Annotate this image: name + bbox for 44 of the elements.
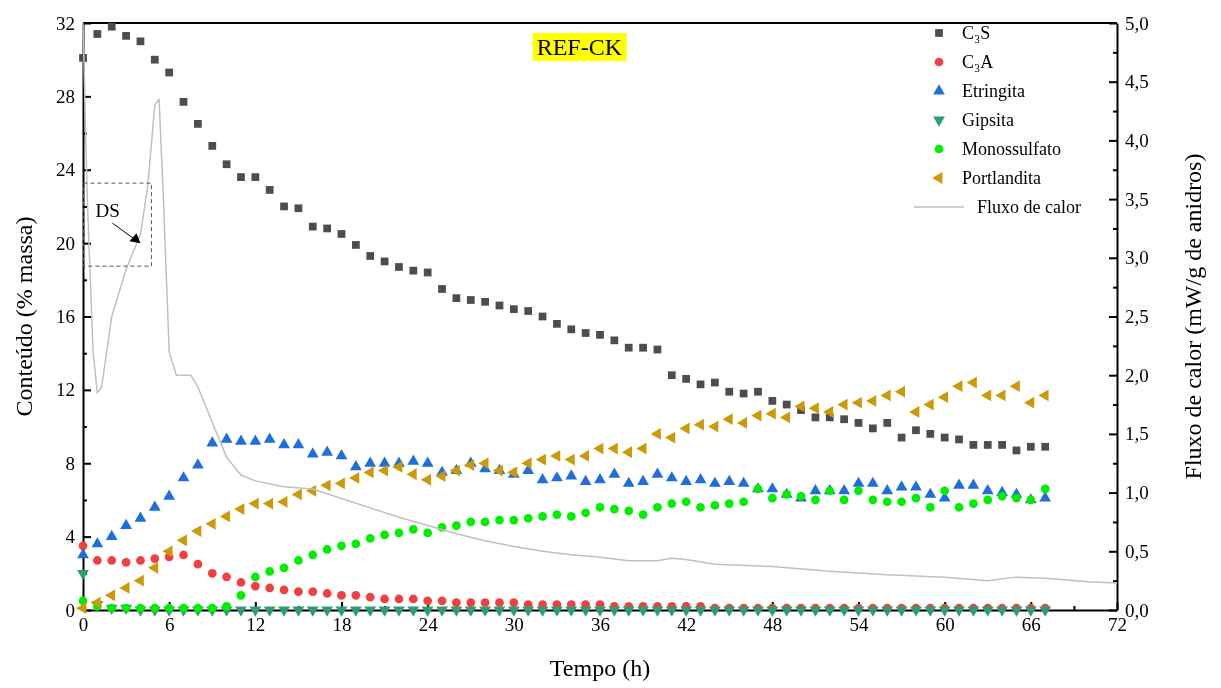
y-tick-label: 20	[56, 232, 75, 254]
legend-label: Gipsita	[962, 110, 1015, 130]
legend-label: C₃S	[962, 23, 991, 43]
x-tick-label: 36	[591, 614, 610, 636]
y-tick-label: 28	[56, 85, 75, 107]
x-tick-label: 72	[1108, 614, 1127, 636]
y-tick-label: 24	[56, 159, 76, 181]
legend-label: Fluxo de calor	[977, 197, 1081, 217]
y-tick-label: 8	[65, 452, 75, 474]
y-tick-label: 0	[65, 599, 75, 621]
y-axis-title: Conteúdo (% massa)	[11, 216, 37, 417]
x-tick-label: 60	[935, 614, 955, 636]
x-tick-label: 18	[332, 614, 352, 636]
y2-tick-label: 4,5	[1125, 71, 1149, 93]
y2-tick-label: 3,0	[1125, 247, 1149, 269]
y2-tick-label: 0,0	[1125, 599, 1149, 621]
y2-tick-label: 3,5	[1125, 188, 1149, 210]
y2-tick-label: 1,5	[1125, 423, 1149, 445]
x-axis-title: Tempo (h)	[549, 655, 651, 681]
x-tick-label: 54	[849, 614, 869, 636]
y2-tick-label: 2,5	[1125, 306, 1149, 328]
legend-label: Portlandita	[962, 168, 1041, 188]
y2-tick-label: 5,0	[1125, 12, 1149, 34]
y-tick-label: 16	[56, 306, 75, 328]
x-tick-label: 66	[1021, 614, 1041, 636]
y2-tick-label: 4,0	[1125, 129, 1149, 151]
y-tick-label: 12	[56, 379, 75, 401]
x-tick-label: 6	[164, 614, 175, 636]
x-tick-label: 42	[677, 614, 697, 636]
legend-label: Etringita	[962, 81, 1025, 101]
legend-label: Monossulfato	[962, 139, 1061, 159]
y2-tick-label: 0,5	[1125, 540, 1149, 562]
x-tick-label: 48	[763, 614, 783, 636]
x-tick-label: 24	[418, 614, 439, 636]
x-tick-label: 12	[246, 614, 266, 636]
y2-tick-label: 2,0	[1125, 364, 1149, 386]
y2-axis-title: Fluxo de calor (mW/g de anidros)	[1180, 153, 1206, 480]
annotation: DS	[95, 200, 120, 222]
y2-tick-label: 1,0	[1125, 482, 1149, 504]
y-tick-label: 4	[65, 526, 76, 548]
y-tick-label: 32	[56, 12, 75, 34]
legend-label: C₃A	[962, 52, 994, 72]
chart-title: REF-CK	[536, 34, 623, 60]
x-tick-label: 30	[504, 614, 524, 636]
